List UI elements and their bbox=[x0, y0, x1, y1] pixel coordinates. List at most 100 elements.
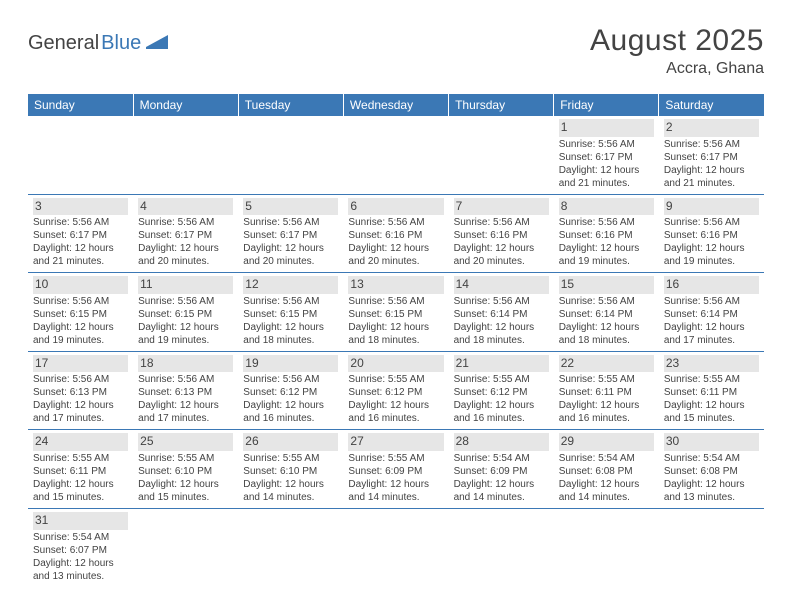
calendar-week-row: 17Sunrise: 5:56 AMSunset: 6:13 PMDayligh… bbox=[28, 351, 764, 430]
daylight-line: Daylight: 12 hours and 15 minutes. bbox=[33, 478, 128, 504]
daylight-line: Daylight: 12 hours and 17 minutes. bbox=[138, 399, 233, 425]
day-number: 5 bbox=[243, 198, 338, 216]
calendar-cell: 10Sunrise: 5:56 AMSunset: 6:15 PMDayligh… bbox=[28, 273, 133, 352]
day-details: Sunrise: 5:56 AMSunset: 6:13 PMDaylight:… bbox=[33, 373, 128, 425]
sunrise-line: Sunrise: 5:54 AM bbox=[33, 531, 128, 544]
day-details: Sunrise: 5:55 AMSunset: 6:11 PMDaylight:… bbox=[33, 452, 128, 504]
sunset-line: Sunset: 6:14 PM bbox=[664, 308, 759, 321]
day-number: 8 bbox=[559, 198, 654, 216]
day-number: 3 bbox=[33, 198, 128, 216]
day-details: Sunrise: 5:56 AMSunset: 6:16 PMDaylight:… bbox=[559, 216, 654, 268]
day-details: Sunrise: 5:56 AMSunset: 6:17 PMDaylight:… bbox=[664, 138, 759, 190]
day-number: 25 bbox=[138, 433, 233, 451]
day-number: 17 bbox=[33, 355, 128, 373]
day-details: Sunrise: 5:56 AMSunset: 6:17 PMDaylight:… bbox=[33, 216, 128, 268]
day-details: Sunrise: 5:55 AMSunset: 6:12 PMDaylight:… bbox=[454, 373, 549, 425]
calendar-cell: 13Sunrise: 5:56 AMSunset: 6:15 PMDayligh… bbox=[343, 273, 448, 352]
day-details: Sunrise: 5:56 AMSunset: 6:14 PMDaylight:… bbox=[664, 295, 759, 347]
calendar-cell: 17Sunrise: 5:56 AMSunset: 6:13 PMDayligh… bbox=[28, 351, 133, 430]
sunset-line: Sunset: 6:17 PM bbox=[559, 151, 654, 164]
sunrise-line: Sunrise: 5:55 AM bbox=[559, 373, 654, 386]
day-details: Sunrise: 5:55 AMSunset: 6:11 PMDaylight:… bbox=[559, 373, 654, 425]
daylight-line: Daylight: 12 hours and 18 minutes. bbox=[454, 321, 549, 347]
calendar-cell: 25Sunrise: 5:55 AMSunset: 6:10 PMDayligh… bbox=[133, 430, 238, 509]
day-number: 30 bbox=[664, 433, 759, 451]
calendar-week-row: 31Sunrise: 5:54 AMSunset: 6:07 PMDayligh… bbox=[28, 508, 764, 586]
sunset-line: Sunset: 6:13 PM bbox=[138, 386, 233, 399]
sunrise-line: Sunrise: 5:56 AM bbox=[348, 295, 443, 308]
title-block: August 2025 Accra, Ghana bbox=[590, 24, 764, 78]
sunrise-line: Sunrise: 5:56 AM bbox=[559, 295, 654, 308]
day-number: 27 bbox=[348, 433, 443, 451]
day-details: Sunrise: 5:55 AMSunset: 6:12 PMDaylight:… bbox=[348, 373, 443, 425]
calendar-cell bbox=[238, 508, 343, 586]
day-details: Sunrise: 5:54 AMSunset: 6:07 PMDaylight:… bbox=[33, 531, 128, 583]
daylight-line: Daylight: 12 hours and 20 minutes. bbox=[348, 242, 443, 268]
month-title: August 2025 bbox=[590, 24, 764, 58]
sunset-line: Sunset: 6:08 PM bbox=[664, 465, 759, 478]
sunset-line: Sunset: 6:17 PM bbox=[138, 229, 233, 242]
daylight-line: Daylight: 12 hours and 16 minutes. bbox=[243, 399, 338, 425]
daylight-line: Daylight: 12 hours and 13 minutes. bbox=[664, 478, 759, 504]
daylight-line: Daylight: 12 hours and 15 minutes. bbox=[138, 478, 233, 504]
calendar-cell: 15Sunrise: 5:56 AMSunset: 6:14 PMDayligh… bbox=[554, 273, 659, 352]
day-number: 20 bbox=[348, 355, 443, 373]
sunrise-line: Sunrise: 5:55 AM bbox=[454, 373, 549, 386]
calendar-cell: 29Sunrise: 5:54 AMSunset: 6:08 PMDayligh… bbox=[554, 430, 659, 509]
calendar-cell: 1Sunrise: 5:56 AMSunset: 6:17 PMDaylight… bbox=[554, 116, 659, 194]
sunset-line: Sunset: 6:15 PM bbox=[243, 308, 338, 321]
sunset-line: Sunset: 6:14 PM bbox=[559, 308, 654, 321]
weekday-header: Sunday bbox=[28, 94, 133, 116]
daylight-line: Daylight: 12 hours and 20 minutes. bbox=[138, 242, 233, 268]
calendar-cell: 28Sunrise: 5:54 AMSunset: 6:09 PMDayligh… bbox=[449, 430, 554, 509]
calendar-body: 1Sunrise: 5:56 AMSunset: 6:17 PMDaylight… bbox=[28, 116, 764, 587]
calendar-cell: 22Sunrise: 5:55 AMSunset: 6:11 PMDayligh… bbox=[554, 351, 659, 430]
sunrise-line: Sunrise: 5:54 AM bbox=[454, 452, 549, 465]
sunset-line: Sunset: 6:15 PM bbox=[33, 308, 128, 321]
weekday-header: Wednesday bbox=[343, 94, 448, 116]
sunrise-line: Sunrise: 5:54 AM bbox=[664, 452, 759, 465]
calendar-cell bbox=[554, 508, 659, 586]
daylight-line: Daylight: 12 hours and 15 minutes. bbox=[664, 399, 759, 425]
sunset-line: Sunset: 6:10 PM bbox=[138, 465, 233, 478]
day-number: 13 bbox=[348, 276, 443, 294]
calendar-cell: 19Sunrise: 5:56 AMSunset: 6:12 PMDayligh… bbox=[238, 351, 343, 430]
logo-text-blue: Blue bbox=[101, 32, 141, 55]
day-details: Sunrise: 5:55 AMSunset: 6:10 PMDaylight:… bbox=[138, 452, 233, 504]
sunrise-line: Sunrise: 5:56 AM bbox=[664, 138, 759, 151]
daylight-line: Daylight: 12 hours and 19 minutes. bbox=[559, 242, 654, 268]
calendar-cell bbox=[28, 116, 133, 194]
calendar-cell: 11Sunrise: 5:56 AMSunset: 6:15 PMDayligh… bbox=[133, 273, 238, 352]
day-details: Sunrise: 5:56 AMSunset: 6:16 PMDaylight:… bbox=[348, 216, 443, 268]
day-number: 22 bbox=[559, 355, 654, 373]
day-details: Sunrise: 5:55 AMSunset: 6:10 PMDaylight:… bbox=[243, 452, 338, 504]
day-number: 11 bbox=[138, 276, 233, 294]
day-number: 6 bbox=[348, 198, 443, 216]
header: GeneralBlue August 2025 Accra, Ghana bbox=[28, 24, 764, 78]
day-details: Sunrise: 5:56 AMSunset: 6:16 PMDaylight:… bbox=[454, 216, 549, 268]
day-number: 23 bbox=[664, 355, 759, 373]
day-details: Sunrise: 5:56 AMSunset: 6:17 PMDaylight:… bbox=[243, 216, 338, 268]
day-number: 29 bbox=[559, 433, 654, 451]
day-number: 24 bbox=[33, 433, 128, 451]
calendar-cell: 31Sunrise: 5:54 AMSunset: 6:07 PMDayligh… bbox=[28, 508, 133, 586]
sunset-line: Sunset: 6:09 PM bbox=[454, 465, 549, 478]
daylight-line: Daylight: 12 hours and 13 minutes. bbox=[33, 557, 128, 583]
day-number: 7 bbox=[454, 198, 549, 216]
sunset-line: Sunset: 6:11 PM bbox=[559, 386, 654, 399]
sunrise-line: Sunrise: 5:56 AM bbox=[33, 216, 128, 229]
logo: GeneralBlue bbox=[28, 24, 168, 55]
calendar-week-row: 3Sunrise: 5:56 AMSunset: 6:17 PMDaylight… bbox=[28, 194, 764, 273]
daylight-line: Daylight: 12 hours and 18 minutes. bbox=[348, 321, 443, 347]
sunrise-line: Sunrise: 5:55 AM bbox=[243, 452, 338, 465]
calendar-cell: 24Sunrise: 5:55 AMSunset: 6:11 PMDayligh… bbox=[28, 430, 133, 509]
calendar-table: SundayMondayTuesdayWednesdayThursdayFrid… bbox=[28, 94, 764, 587]
calendar-week-row: 10Sunrise: 5:56 AMSunset: 6:15 PMDayligh… bbox=[28, 273, 764, 352]
sunrise-line: Sunrise: 5:55 AM bbox=[664, 373, 759, 386]
calendar-cell: 6Sunrise: 5:56 AMSunset: 6:16 PMDaylight… bbox=[343, 194, 448, 273]
sunset-line: Sunset: 6:07 PM bbox=[33, 544, 128, 557]
sunset-line: Sunset: 6:16 PM bbox=[559, 229, 654, 242]
calendar-cell: 18Sunrise: 5:56 AMSunset: 6:13 PMDayligh… bbox=[133, 351, 238, 430]
sunrise-line: Sunrise: 5:56 AM bbox=[454, 216, 549, 229]
daylight-line: Daylight: 12 hours and 16 minutes. bbox=[454, 399, 549, 425]
